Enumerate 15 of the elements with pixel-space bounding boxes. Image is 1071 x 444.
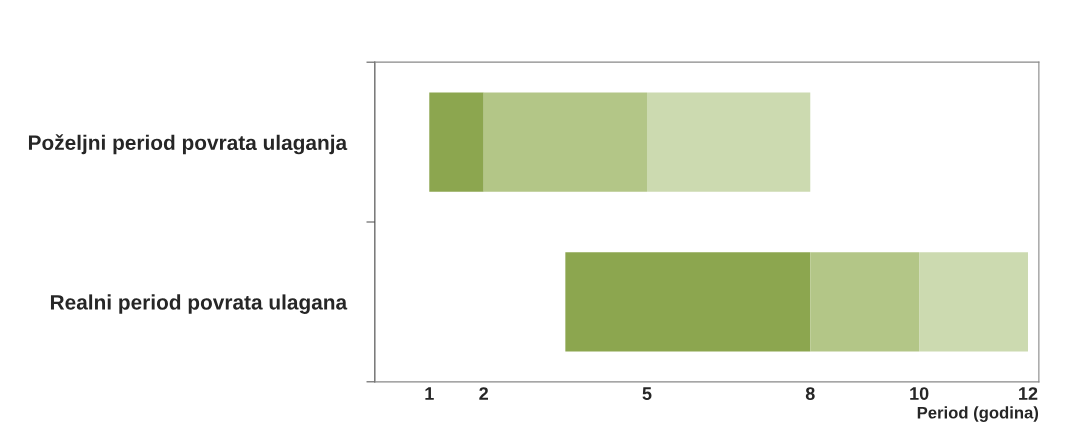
x-tick-label: 1: [425, 387, 434, 400]
x-tick-label: 5: [642, 387, 652, 400]
bar: [429, 92, 484, 192]
bar: [810, 252, 920, 352]
bar: [646, 92, 811, 192]
y-tick-label: Realni period povrata ulagana: [50, 294, 348, 314]
bar: [919, 252, 1028, 352]
bar: [565, 252, 811, 352]
bar: [483, 92, 647, 192]
x-tick-label: 12: [1019, 387, 1038, 400]
x-axis-title: Period (godina): [917, 406, 1039, 422]
x-tick-label: 10: [910, 387, 929, 400]
x-tick-label: 8: [805, 387, 815, 400]
x-tick-label: 2: [479, 387, 488, 400]
y-tick-label: Poželjni period povrata ulaganja: [28, 134, 348, 155]
